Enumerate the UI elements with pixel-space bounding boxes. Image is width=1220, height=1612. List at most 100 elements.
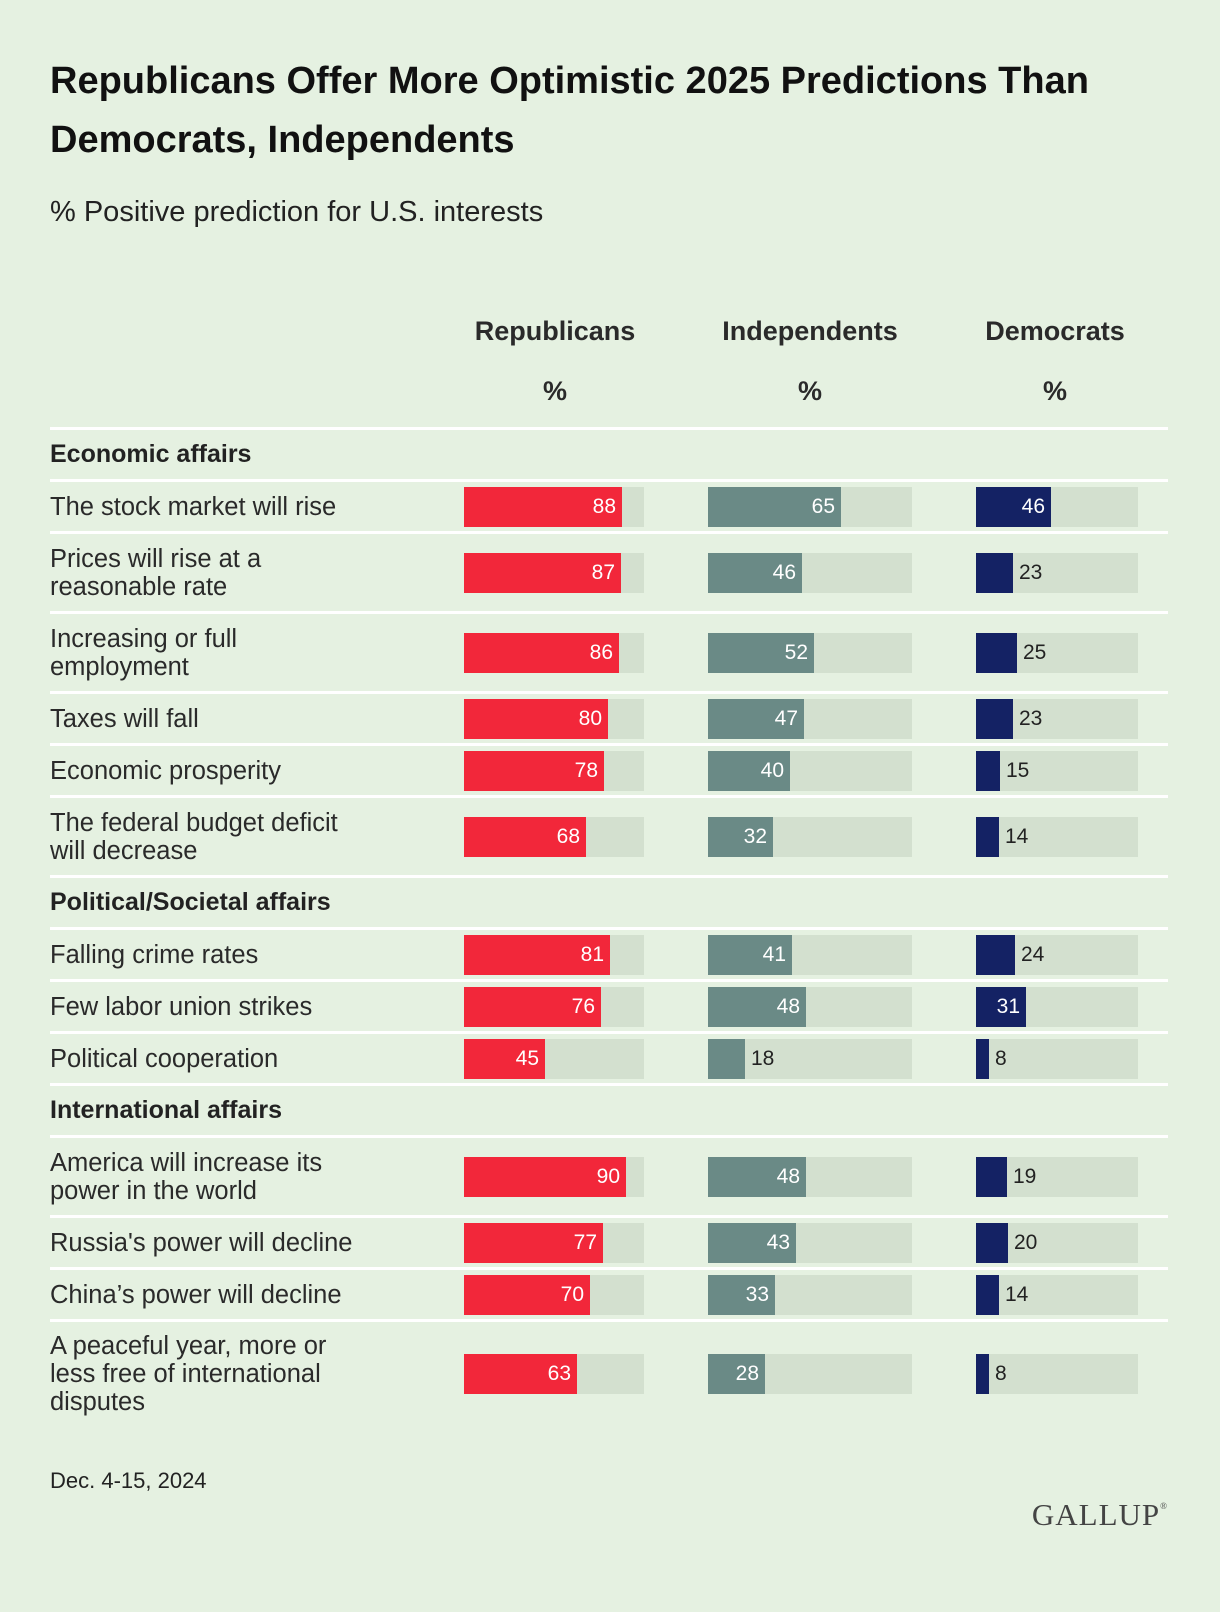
column-unit: % xyxy=(1042,376,1067,406)
bar-republicans xyxy=(464,1353,577,1394)
value-label: 77 xyxy=(573,1230,597,1254)
value-label: 28 xyxy=(735,1361,759,1385)
row-label: Economic prosperity xyxy=(50,756,282,785)
value-label: 14 xyxy=(1005,824,1029,848)
bar-track: 20 xyxy=(976,1222,1138,1263)
row-label: China’s power will decline xyxy=(50,1280,342,1309)
value-label: 48 xyxy=(776,994,800,1018)
bar-track: 81 xyxy=(464,934,644,975)
value-label: 70 xyxy=(560,1282,584,1306)
row-divider xyxy=(50,1083,1168,1086)
bar-republicans xyxy=(464,698,608,739)
row-divider xyxy=(50,479,1168,482)
bar-track: 46 xyxy=(708,552,912,593)
bar-track: 68 xyxy=(464,816,644,857)
survey-date: Dec. 4-15, 2024 xyxy=(50,1468,207,1493)
bar-track: 90 xyxy=(464,1156,644,1197)
column-name: Republicans xyxy=(474,316,636,346)
row-divider xyxy=(50,691,1168,694)
bar-track: 65 xyxy=(708,486,912,527)
value-label: 65 xyxy=(811,494,835,518)
row-label: Few labor union strikes xyxy=(50,992,313,1021)
bar-independents xyxy=(708,816,773,857)
bar-track: 80 xyxy=(464,698,644,739)
row-label: Increasing or full employment xyxy=(50,624,238,681)
row-divider xyxy=(50,1319,1168,1322)
bar-track: 40 xyxy=(708,750,912,791)
bar-track: 70 xyxy=(464,1274,644,1315)
bar-independents xyxy=(708,1156,806,1197)
column-unit: % xyxy=(542,376,567,406)
value-label: 46 xyxy=(772,560,796,584)
row-divider xyxy=(50,875,1168,878)
row-label: Political cooperation xyxy=(50,1044,279,1073)
section-header: International affairs xyxy=(50,1096,282,1124)
bar-track: 52 xyxy=(708,632,912,673)
section-header: Economic affairs xyxy=(50,440,252,468)
bar-democrats xyxy=(976,632,1017,673)
bar-track: 23 xyxy=(976,698,1138,739)
bar-track: 15 xyxy=(976,750,1138,791)
bar-track: 18 xyxy=(708,1038,912,1079)
chart-title: Republicans Offer More Optimistic 2025 P… xyxy=(50,60,1089,161)
value-label: 32 xyxy=(743,824,767,848)
value-label: 23 xyxy=(1019,706,1043,730)
value-label: 81 xyxy=(580,942,604,966)
value-label: 45 xyxy=(515,1046,539,1070)
value-label: 46 xyxy=(1021,494,1045,518)
bar-track: 77 xyxy=(464,1222,644,1263)
bar-republicans xyxy=(464,750,604,791)
bar-independents xyxy=(708,1274,775,1315)
bar-track: 45 xyxy=(464,1038,644,1079)
value-label: 15 xyxy=(1006,758,1030,782)
row-divider xyxy=(50,427,1168,430)
value-label: 31 xyxy=(996,994,1020,1018)
bar-track: 8 xyxy=(976,1038,1138,1079)
value-label: 40 xyxy=(760,758,784,782)
value-label: 24 xyxy=(1021,942,1045,966)
bar-democrats xyxy=(976,816,999,857)
column-name: Independents xyxy=(722,316,898,346)
bar-track: 48 xyxy=(708,1156,912,1197)
bar-independents xyxy=(708,552,802,593)
bar-democrats xyxy=(976,1038,989,1079)
row-divider xyxy=(50,927,1168,930)
bar-democrats xyxy=(976,750,1000,791)
bar-track: 41 xyxy=(708,934,912,975)
value-label: 78 xyxy=(574,758,598,782)
bar-track: 32 xyxy=(708,816,912,857)
bar-track: 87 xyxy=(464,552,644,593)
value-label: 43 xyxy=(766,1230,790,1254)
value-label: 88 xyxy=(592,494,616,518)
bar-democrats xyxy=(976,1156,1007,1197)
bar-track: 25 xyxy=(976,632,1138,673)
row-divider xyxy=(50,795,1168,798)
value-label: 63 xyxy=(547,1361,571,1385)
value-label: 33 xyxy=(745,1282,769,1306)
bar-democrats xyxy=(976,1274,999,1315)
value-label: 90 xyxy=(596,1164,620,1188)
bar-track: 31 xyxy=(976,986,1138,1027)
bar-independents xyxy=(708,1222,796,1263)
bar-republicans xyxy=(464,552,621,593)
value-label: 80 xyxy=(578,706,602,730)
bar-republicans xyxy=(464,632,619,673)
bar-track: 78 xyxy=(464,750,644,791)
bar-independents xyxy=(708,632,814,673)
value-label: 8 xyxy=(995,1361,1007,1385)
bar-independents xyxy=(708,934,792,975)
bar-republicans xyxy=(464,816,586,857)
value-label: 52 xyxy=(784,640,808,664)
bar-republicans xyxy=(464,1156,626,1197)
value-label: 23 xyxy=(1019,560,1043,584)
row-divider xyxy=(50,979,1168,982)
row-label: The stock market will rise xyxy=(50,492,337,521)
row-divider xyxy=(50,743,1168,746)
row-label: Taxes will fall xyxy=(50,704,199,733)
bar-track: 43 xyxy=(708,1222,912,1263)
bar-track: 23 xyxy=(976,552,1138,593)
bar-track: 86 xyxy=(464,632,644,673)
value-label: 76 xyxy=(571,994,595,1018)
value-label: 19 xyxy=(1013,1164,1037,1188)
